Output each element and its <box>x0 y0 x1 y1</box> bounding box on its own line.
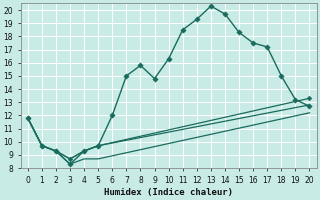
X-axis label: Humidex (Indice chaleur): Humidex (Indice chaleur) <box>104 188 233 197</box>
